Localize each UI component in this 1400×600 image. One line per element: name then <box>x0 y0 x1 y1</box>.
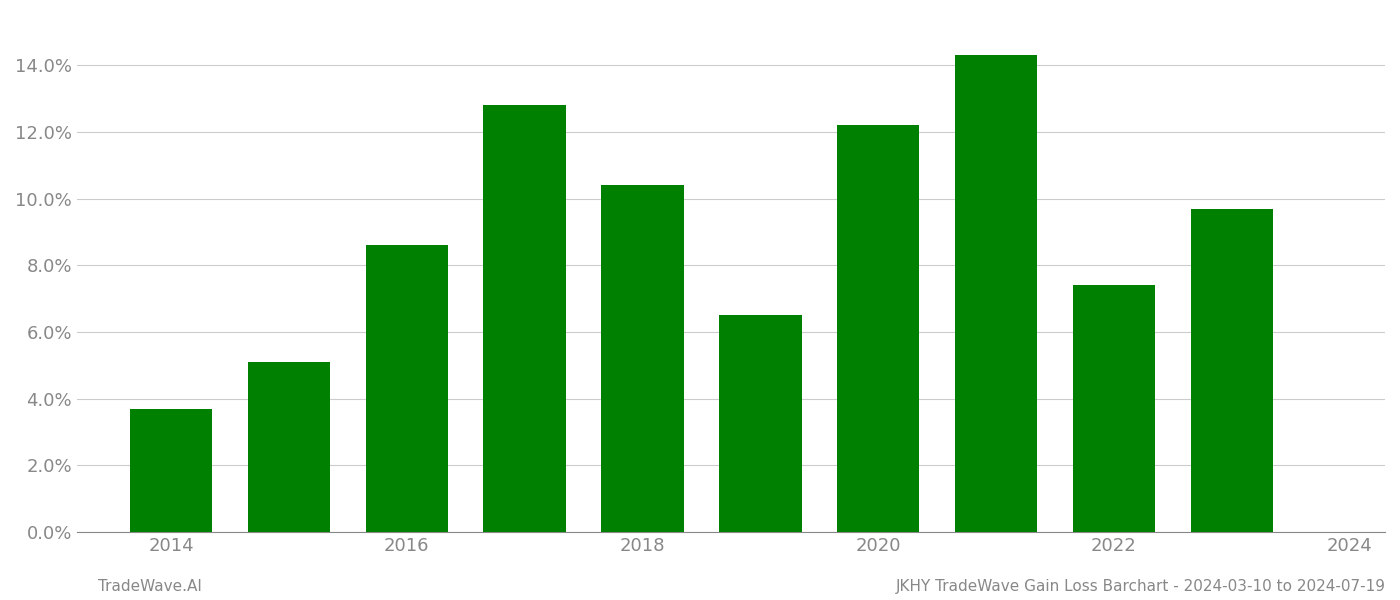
Bar <box>1190 209 1273 532</box>
Bar <box>837 125 920 532</box>
Bar <box>248 362 330 532</box>
Bar <box>483 105 566 532</box>
Bar <box>720 315 802 532</box>
Text: TradeWave.AI: TradeWave.AI <box>98 579 202 594</box>
Bar <box>955 55 1037 532</box>
Bar <box>1072 285 1155 532</box>
Bar <box>365 245 448 532</box>
Bar <box>601 185 683 532</box>
Text: JKHY TradeWave Gain Loss Barchart - 2024-03-10 to 2024-07-19: JKHY TradeWave Gain Loss Barchart - 2024… <box>896 579 1386 594</box>
Bar <box>130 409 213 532</box>
